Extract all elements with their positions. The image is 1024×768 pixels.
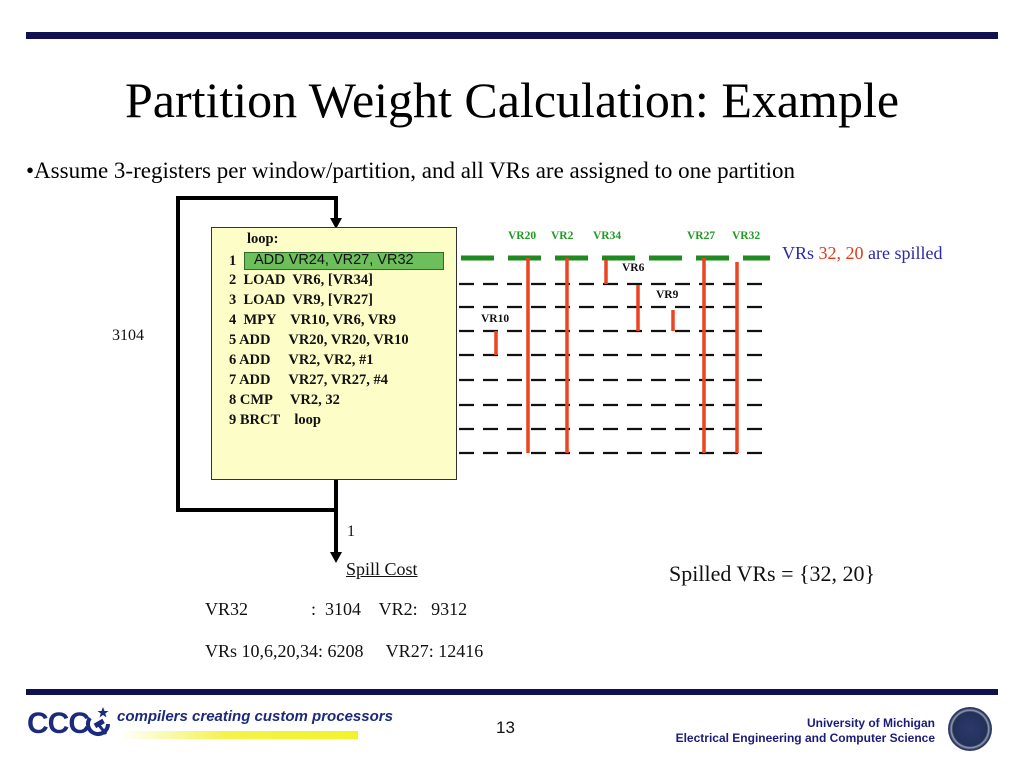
code-line: 5 ADD VR20, VR20, VR10: [229, 332, 409, 348]
code-line: 3 LOAD VR9, [VR27]: [229, 292, 373, 308]
vr-label-top: VR34: [593, 230, 622, 242]
code-line: 4 MPY VR10, VR6, VR9: [229, 312, 397, 328]
vr-label-top: VR27: [687, 230, 716, 242]
hammer-sickle-icon: [86, 707, 110, 736]
spill-note-suffix: are spilled: [863, 243, 943, 263]
spill-note-values: 32, 20: [818, 243, 864, 263]
code-line: 6 ADD VR2, VR2, #1: [229, 352, 374, 368]
spill-cost-row: VR32 : 3104 VR2: 9312: [205, 599, 468, 619]
ccc-tagline: compilers creating custom processors: [117, 708, 393, 725]
vr-label-inner: VR10: [481, 313, 510, 325]
spill-cost-row: VRs 10,6,20,34: 6208 VR27: 12416: [205, 641, 484, 661]
code-line: 2 LOAD VR6, [VR34]: [229, 272, 373, 288]
code-line: 7 ADD VR27, VR27, #4: [229, 372, 388, 388]
code-line-number-1: 1: [229, 253, 237, 269]
iteration-count: 3104: [112, 327, 144, 344]
vr-label-top: VR2: [551, 230, 574, 242]
university-name: University of Michigan: [806, 716, 935, 730]
exit-count: 1: [347, 523, 355, 540]
highlighted-instruction: ADD VR24, VR27, VR32: [244, 252, 444, 270]
loop-label: loop:: [247, 231, 279, 247]
code-line: 8 CMP VR2, 32: [229, 392, 340, 408]
ccc-logo: CCC: [27, 707, 90, 740]
spill-note-prefix: VRs: [782, 243, 819, 263]
page-number: 13: [496, 718, 515, 737]
tagline-underline: [120, 731, 358, 739]
top-rule: [26, 32, 998, 39]
spill-cost-title: Spill Cost: [346, 559, 418, 579]
assumption-bullet: •Assume 3-registers per window/partition…: [26, 158, 796, 183]
bottom-rule: [26, 689, 998, 695]
university-seal-icon: [948, 707, 992, 751]
department-name: Electrical Engineering and Computer Scie…: [675, 731, 935, 745]
vr-label-inner: VR9: [656, 289, 679, 301]
spilled-vrs-result: Spilled VRs = {32, 20}: [669, 561, 876, 586]
loop-code-block: loop: 1 ADD VR24, VR27, VR32 2 LOAD VR6,…: [211, 227, 457, 480]
vr-label-inner: VR6: [622, 262, 645, 274]
vr-label-top: VR32: [732, 230, 761, 242]
footer-affiliation: University of Michigan Electrical Engine…: [676, 716, 935, 746]
slide-title: Partition Weight Calculation: Example: [124, 72, 900, 128]
spill-note: VRs 32, 20 are spilled: [782, 243, 943, 264]
code-line: 9 BRCT loop: [229, 412, 321, 428]
vr-label-top: VR20: [508, 230, 537, 242]
